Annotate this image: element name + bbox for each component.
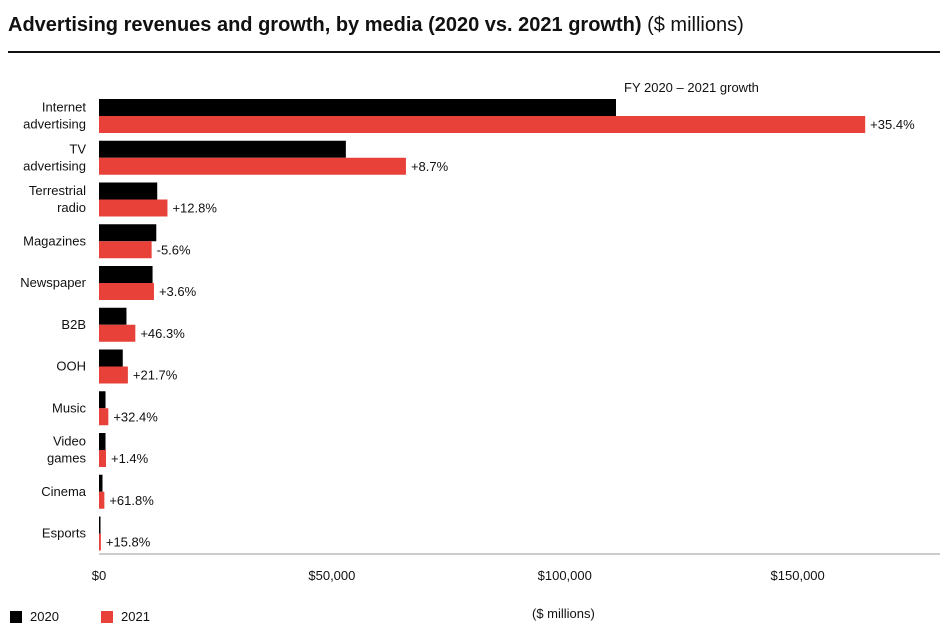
category-label-cinema: Cinema (41, 484, 87, 499)
bar-2020-cinema (99, 474, 103, 492)
x-axis-label: ($ millions) (532, 606, 595, 621)
growth-label-ooh: +21.7% (133, 368, 178, 383)
bar-2020-esports (99, 516, 101, 534)
legend-label-2020: 2020 (30, 609, 59, 624)
chart-title: Advertising revenues and growth, by medi… (8, 14, 744, 37)
x-tick-label-150000: $150,000 (771, 568, 825, 583)
bar-2021-terrestrial-radio (99, 199, 168, 217)
growth-label-music: +32.4% (113, 409, 158, 424)
bar-2021-cinema (99, 491, 105, 509)
growth-label-cinema: +61.8% (109, 493, 154, 508)
bar-2020-terrestrial-radio (99, 182, 158, 200)
bar-2021-magazines (99, 241, 152, 259)
legend-label-2021: 2021 (121, 609, 150, 624)
growth-label-esports: +15.8% (106, 535, 151, 550)
growth-label-newspaper: +3.6% (159, 284, 197, 299)
growth-label-video-games: +1.4% (111, 451, 149, 466)
legend-swatch-2020 (10, 610, 22, 623)
category-label-terrestrial-radio-line2: radio (57, 200, 86, 215)
bar-2021-internet-advertising (99, 116, 866, 133)
bar-2020-newspaper (99, 266, 153, 283)
category-label-tv-advertising-line2: advertising (23, 158, 86, 173)
category-label-internet-advertising-line1: Internet (42, 100, 86, 115)
bar-2020-magazines (99, 224, 157, 242)
category-label-magazines: Magazines (23, 233, 86, 248)
bar-2020-ooh (99, 349, 123, 367)
bar-2021-newspaper (99, 283, 154, 300)
category-label-esports: Esports (42, 526, 87, 541)
bar-2021-ooh (99, 366, 128, 384)
category-label-internet-advertising-line2: advertising (23, 117, 86, 132)
title-divider (8, 51, 940, 53)
bar-2020-video-games (99, 433, 106, 450)
category-label-tv-advertising-line1: TV (69, 141, 86, 156)
bar-2021-tv-advertising (99, 157, 406, 175)
bars-layer (99, 99, 866, 551)
category-label-music: Music (52, 400, 86, 415)
growth-label-b2b: +46.3% (140, 326, 185, 341)
growth-label-internet-advertising: +35.4% (870, 117, 915, 132)
growth-annotation: FY 2020 – 2021 growth (624, 80, 759, 95)
bar-chart: FY 2020 – 2021 growth +35.4% Internet adve… (20, 80, 940, 583)
category-label-b2b: B2B (61, 317, 86, 332)
x-tick-label-0: $0 (92, 568, 106, 583)
bar-2020-tv-advertising (99, 140, 346, 158)
bar-2020-internet-advertising (99, 99, 616, 116)
bar-2021-video-games (99, 450, 106, 467)
bar-2021-esports (99, 533, 101, 551)
category-labels-layer: +35.4% Internet advertising +8.7% TV advertis… (20, 100, 915, 550)
bar-2020-b2b (99, 307, 127, 325)
category-label-video-games-line2: games (47, 451, 87, 466)
x-tick-label-50000: $50,000 (308, 568, 355, 583)
growth-label-tv-advertising: +8.7% (411, 159, 449, 174)
bar-2021-b2b (99, 324, 136, 342)
chart-title-main: Advertising revenues and growth, by medi… (8, 14, 642, 36)
category-label-terrestrial-radio-line1: Terrestrial (29, 183, 86, 198)
x-tick-label-100000: $100,000 (538, 568, 592, 583)
chart-title-unit: ($ millions) (647, 14, 744, 36)
legend-swatch-2021 (101, 610, 113, 623)
growth-label-magazines: -5.6% (157, 242, 191, 257)
x-axis: $0 $50,000 $100,000 $150,000 (92, 553, 940, 583)
category-label-ooh: OOH (56, 359, 86, 374)
growth-label-terrestrial-radio: +12.8% (172, 201, 217, 216)
legend-item-2021: 2021 (101, 609, 150, 624)
category-label-video-games-line1: Video (53, 434, 86, 449)
bar-2020-music (99, 391, 106, 409)
bar-2021-music (99, 408, 109, 426)
category-label-newspaper: Newspaper (20, 275, 86, 290)
legend-item-2020: 2020 (10, 609, 59, 624)
